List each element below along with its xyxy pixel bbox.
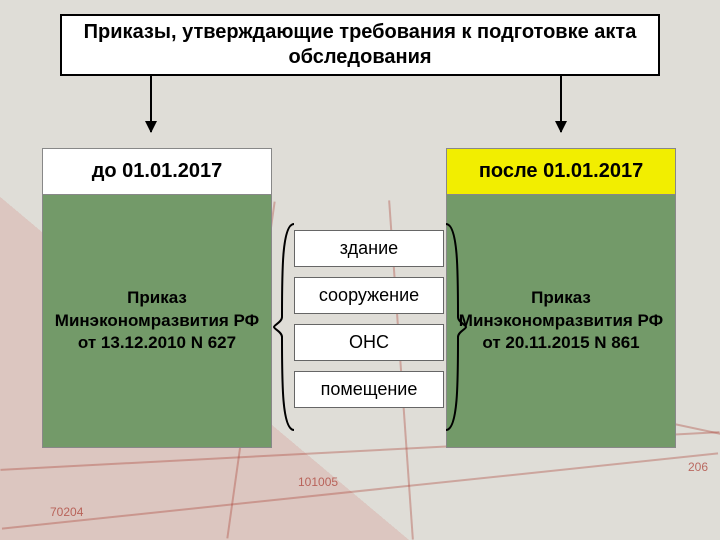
diagram-title: Приказы, утверждающие требования к подго… xyxy=(60,14,660,76)
center-item-text: помещение xyxy=(321,379,418,399)
center-list: здание сооружение ОНС помещение xyxy=(294,230,444,408)
center-item-text: сооружение xyxy=(319,285,419,305)
arrow-to-left xyxy=(150,76,152,132)
left-branch: до 01.01.2017 Приказ Минэкономразвития Р… xyxy=(42,148,272,448)
arrow-to-right xyxy=(560,76,562,132)
right-branch: после 01.01.2017 Приказ Минэкономразвити… xyxy=(446,148,676,448)
bg-label: 70204 xyxy=(50,505,83,519)
center-item-text: ОНС xyxy=(349,332,389,352)
center-item: ОНС xyxy=(294,324,444,361)
center-item-text: здание xyxy=(340,238,398,258)
bg-label: 206 xyxy=(688,460,708,474)
right-branch-body: Приказ Минэкономразвития РФ от 20.11.201… xyxy=(447,195,675,447)
right-branch-body-text: Приказ Минэкономразвития РФ от 20.11.201… xyxy=(455,287,667,356)
left-branch-body: Приказ Минэкономразвития РФ от 13.12.201… xyxy=(43,195,271,447)
center-item: помещение xyxy=(294,371,444,408)
bracket-right xyxy=(444,222,468,432)
right-branch-header: после 01.01.2017 xyxy=(447,149,675,195)
left-branch-header-text: до 01.01.2017 xyxy=(92,160,223,183)
left-branch-body-text: Приказ Минэкономразвития РФ от 13.12.201… xyxy=(51,287,263,356)
center-item: сооружение xyxy=(294,277,444,314)
bg-label: 101005 xyxy=(298,475,338,489)
center-item: здание xyxy=(294,230,444,267)
right-branch-header-text: после 01.01.2017 xyxy=(479,160,643,183)
bracket-left xyxy=(272,222,296,432)
diagram-title-text: Приказы, утверждающие требования к подго… xyxy=(72,20,648,70)
left-branch-header: до 01.01.2017 xyxy=(43,149,271,195)
